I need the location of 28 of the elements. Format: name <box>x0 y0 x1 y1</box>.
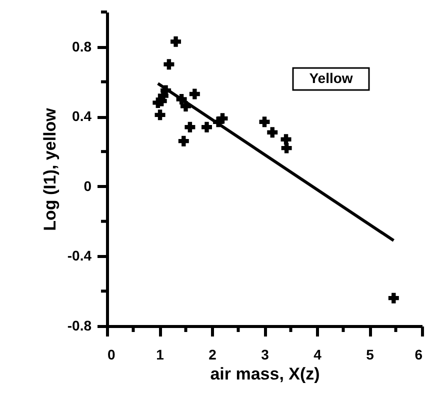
point <box>202 122 212 132</box>
point <box>280 134 292 145</box>
point <box>267 127 278 138</box>
x-tick-label: 2 <box>208 346 217 362</box>
x-tick-label: 6 <box>414 346 423 362</box>
point <box>189 88 200 100</box>
y-tick-label: 0.8 <box>72 38 92 54</box>
x-tick-label: 0 <box>108 346 116 362</box>
point <box>164 59 174 70</box>
point <box>259 116 270 128</box>
y-axis-title: Log (I1), yellow <box>40 107 60 231</box>
x-tick-label: 3 <box>261 346 270 362</box>
point <box>217 113 228 124</box>
x-tick-label: 4 <box>314 346 322 362</box>
x-tick-label: 1 <box>156 346 164 362</box>
y-tick-label: 0 <box>84 178 92 194</box>
point <box>184 122 196 132</box>
x-tick-label: 5 <box>366 346 374 362</box>
y-tick-label: 0.4 <box>72 108 92 124</box>
point <box>178 136 189 146</box>
x-axis-title: air mass, X(z) <box>210 364 320 384</box>
point <box>281 142 292 154</box>
point <box>388 292 399 304</box>
point <box>170 36 182 47</box>
annotation: Yellow <box>309 70 353 86</box>
y-tick-label: -0.4 <box>67 248 92 264</box>
y-tick-label: -0.8 <box>67 318 92 334</box>
point <box>154 110 166 120</box>
